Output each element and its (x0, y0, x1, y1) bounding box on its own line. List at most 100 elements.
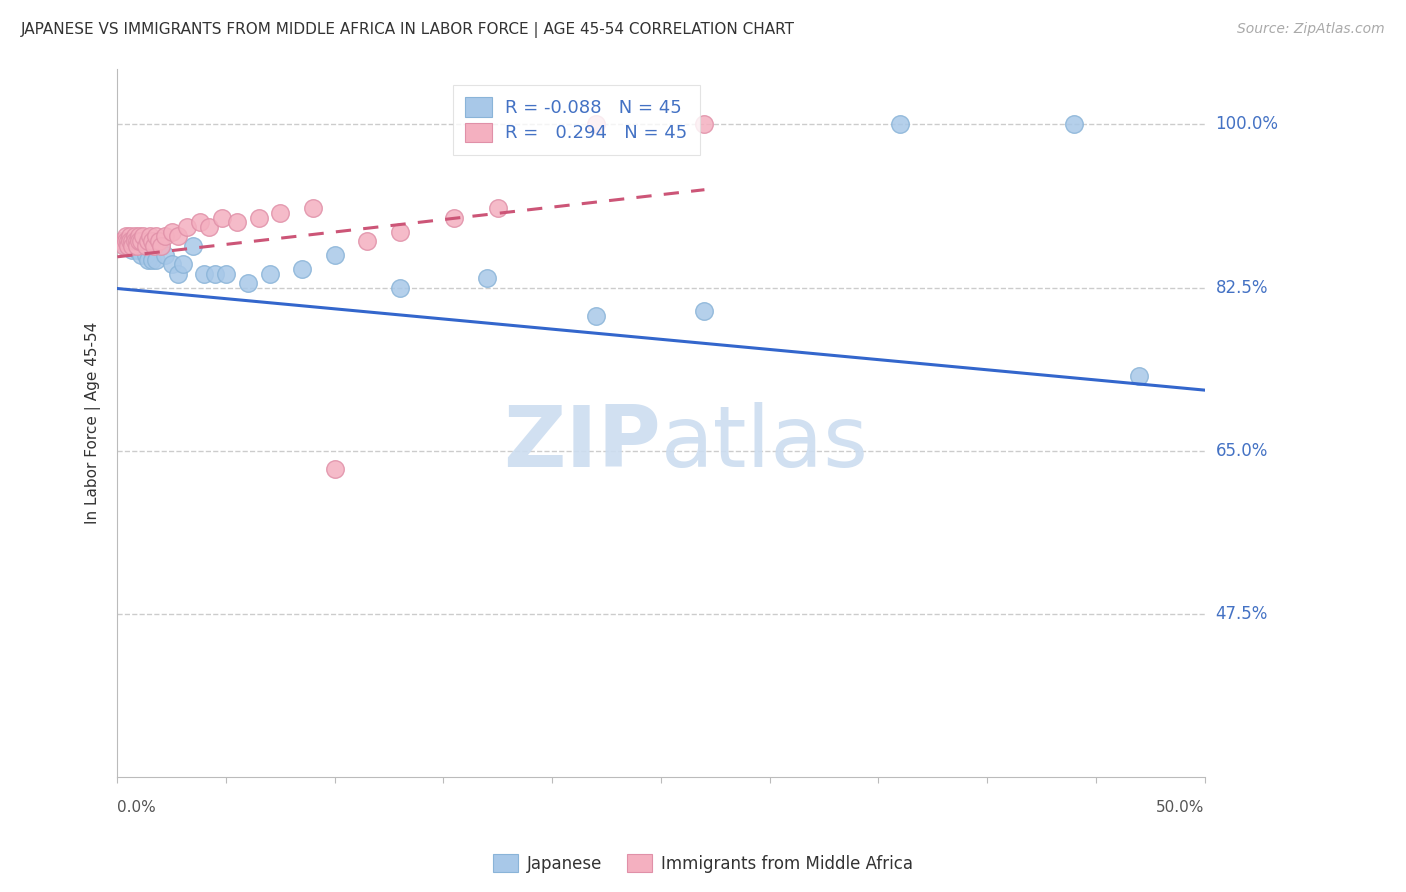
Point (183, 238, 205, 252)
Point (115, 238, 138, 252)
Point (111, 234, 134, 248)
Point (128, 238, 150, 252)
Point (247, 211, 270, 225)
Point (693, 304, 716, 318)
Point (693, 118, 716, 132)
Point (120, 238, 142, 252)
Point (135, 248, 157, 262)
Text: 47.5%: 47.5% (1216, 605, 1268, 623)
Point (121, 244, 143, 258)
Point (486, 202, 509, 216)
Point (117, 238, 139, 252)
Point (136, 252, 159, 267)
Point (136, 234, 159, 248)
Point (129, 238, 152, 252)
Point (475, 271, 498, 285)
Point (443, 211, 465, 225)
Point (204, 267, 226, 281)
Point (125, 234, 148, 248)
Point (111, 234, 134, 248)
Point (125, 244, 148, 258)
Point (167, 229, 190, 244)
Point (132, 229, 155, 244)
Text: 65.0%: 65.0% (1216, 442, 1268, 459)
Text: ZIP: ZIP (503, 402, 661, 485)
Point (117, 234, 139, 248)
Point (176, 219, 198, 234)
Point (143, 238, 166, 252)
Point (120, 234, 142, 248)
Text: Source: ZipAtlas.com: Source: ZipAtlas.com (1237, 22, 1385, 37)
Text: 100.0%: 100.0% (1216, 115, 1278, 134)
Point (585, 309, 607, 323)
Point (117, 234, 139, 248)
Point (302, 202, 325, 216)
Point (259, 267, 281, 281)
Text: JAPANESE VS IMMIGRANTS FROM MIDDLE AFRICA IN LABOR FORCE | AGE 45-54 CORRELATION: JAPANESE VS IMMIGRANTS FROM MIDDLE AFRIC… (21, 22, 794, 38)
Legend: R = -0.088   N = 45, R =   0.294   N = 45: R = -0.088 N = 45, R = 0.294 N = 45 (453, 85, 700, 155)
Point (112, 234, 135, 248)
Point (124, 238, 146, 252)
Point (153, 248, 176, 262)
Point (889, 118, 911, 132)
Point (215, 267, 238, 281)
Point (291, 261, 314, 276)
Point (115, 234, 138, 248)
Point (167, 267, 190, 281)
Point (125, 238, 148, 252)
Point (132, 238, 155, 252)
Point (225, 215, 247, 229)
Point (269, 206, 291, 220)
Text: 0.0%: 0.0% (117, 800, 156, 815)
Point (121, 234, 143, 248)
Point (125, 238, 148, 252)
Point (115, 234, 138, 248)
Point (143, 238, 166, 252)
Point (585, 118, 607, 132)
Point (1128, 369, 1150, 384)
Point (323, 462, 346, 476)
Point (356, 234, 378, 248)
Point (141, 234, 163, 248)
Point (388, 280, 411, 294)
Point (149, 238, 172, 252)
Point (1063, 118, 1085, 132)
Legend: Japanese, Immigrants from Middle Africa: Japanese, Immigrants from Middle Africa (486, 847, 920, 880)
Text: atlas: atlas (661, 402, 869, 485)
Point (145, 229, 167, 244)
Point (193, 267, 215, 281)
Point (139, 238, 162, 252)
Point (160, 225, 183, 239)
Point (188, 215, 211, 229)
Point (236, 276, 259, 290)
Point (197, 219, 219, 234)
Point (120, 234, 142, 248)
Point (323, 248, 346, 262)
Y-axis label: In Labor Force | Age 45-54: In Labor Force | Age 45-54 (86, 322, 101, 524)
Point (145, 252, 167, 267)
Point (112, 234, 135, 248)
Point (115, 229, 138, 244)
Point (120, 229, 142, 244)
Point (128, 234, 150, 248)
Point (121, 234, 143, 248)
Point (148, 234, 170, 248)
Point (211, 211, 233, 225)
Point (141, 252, 163, 267)
Point (112, 238, 135, 252)
Point (121, 238, 143, 252)
Point (388, 225, 411, 239)
Point (172, 257, 194, 271)
Point (124, 234, 146, 248)
Point (139, 229, 162, 244)
Text: 82.5%: 82.5% (1216, 278, 1268, 296)
Point (129, 234, 152, 248)
Point (153, 229, 176, 244)
Point (124, 234, 146, 248)
Point (135, 238, 157, 252)
Point (149, 238, 172, 252)
Point (117, 238, 139, 252)
Point (160, 257, 183, 271)
Point (128, 229, 150, 244)
Point (128, 244, 150, 258)
